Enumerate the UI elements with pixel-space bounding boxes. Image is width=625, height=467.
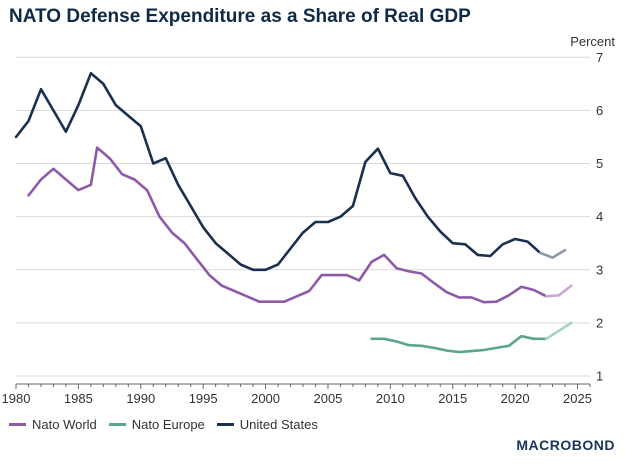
x-tick-label: 2020 [501,391,530,406]
x-tick-label: 1990 [126,391,155,406]
legend-swatch [9,423,26,426]
x-tick-label: 1995 [189,391,218,406]
y-tick-label: 1 [596,369,603,384]
series-line-united-states [14,71,542,272]
y-tick-label: 7 [596,50,603,65]
legend-swatch [108,423,126,426]
macrobond-logo: MACROBOND [516,437,615,453]
x-tick-label: 2005 [313,391,342,406]
legend-label: Nato World [32,417,97,432]
legend-label: United States [239,417,318,432]
legend-item-united-states: United States [216,417,318,432]
series-line-nato-world [27,146,548,304]
x-tick-label: 2010 [376,391,405,406]
legend: Nato World Nato Europe United States [9,417,318,432]
y-tick-label: 4 [596,209,603,224]
series-projection-nato-europe [545,321,573,341]
chart-title: NATO Defense Expenditure as a Share of R… [9,6,471,27]
axes: 1 2 3 4 5 6 7 1980 1985 1990 1995 2000 2005 2010 2015 2… [2,50,604,406]
y-tick-label: 5 [596,156,603,171]
x-tick-label: 2015 [438,391,467,406]
y-tick-label: 3 [596,262,603,277]
x-tick-label: 2025 [563,391,592,406]
y-tick-label: 2 [596,315,603,330]
series-lines [14,71,573,354]
y-tick-label: 6 [596,103,603,118]
legend-item-nato-europe: Nato Europe [108,417,205,432]
legend-swatch [216,423,234,426]
series-projection-united-states [538,248,567,259]
series-projection-nato-world [545,284,573,298]
grid-lines [16,56,590,377]
x-tick-label: 1980 [2,391,31,406]
y-axis-unit-label: Percent [570,34,615,49]
x-tick-label: 1985 [64,391,93,406]
legend-item-nato-world: Nato World [9,417,97,432]
x-tick-label: 2000 [251,391,280,406]
legend-label: Nato Europe [131,417,205,432]
series-line-nato-europe [370,334,548,354]
